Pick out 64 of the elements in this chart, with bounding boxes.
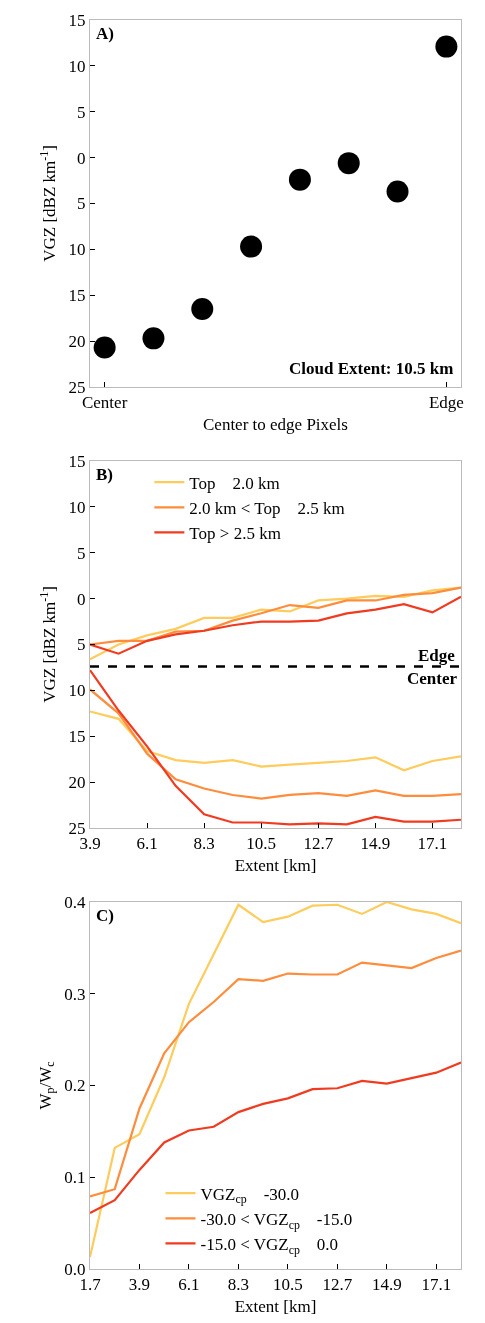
point bbox=[240, 235, 263, 258]
point bbox=[337, 152, 360, 175]
x-axis-title: Extent [km] bbox=[234, 1296, 317, 1316]
legend-label: Top 2.0 km bbox=[189, 473, 280, 493]
point bbox=[435, 35, 458, 58]
legend-label: 2.0 km < Top 2.5 km bbox=[189, 498, 345, 518]
y-tick-label: 5 bbox=[77, 543, 86, 563]
x-axis-title: Center to edge Pixels bbox=[203, 414, 348, 434]
x-tick-label: 10.5 bbox=[272, 1275, 303, 1295]
x-tick-label: 14.9 bbox=[360, 834, 391, 854]
line-series bbox=[90, 902, 461, 1259]
annotation: C) bbox=[96, 906, 114, 925]
x-tick-label: 12.7 bbox=[322, 1275, 353, 1295]
y-tick-label: 0.1 bbox=[64, 1168, 86, 1188]
y-tick-label: 5 bbox=[77, 635, 86, 655]
y-tick-label: 20 bbox=[68, 773, 86, 793]
point bbox=[93, 336, 116, 359]
x-tick-label: 6.1 bbox=[136, 834, 158, 854]
y-tick-label: 15 bbox=[68, 10, 86, 30]
text: -30.0 < VGZ$_{cp}$ -15.0 bbox=[200, 1209, 353, 1232]
y-tick-label: 15 bbox=[68, 727, 86, 747]
y-tick-label: 0.2 bbox=[64, 1076, 86, 1096]
point bbox=[191, 298, 214, 320]
y-tick-label: 10 bbox=[68, 240, 86, 260]
line-series bbox=[90, 1061, 461, 1215]
x-tick-label: 12.7 bbox=[303, 834, 334, 854]
x-tick-label: 17.1 bbox=[417, 834, 448, 854]
y-tick-label: 10 bbox=[68, 681, 86, 701]
line-series bbox=[90, 669, 461, 826]
line-series bbox=[90, 949, 461, 1198]
annotation: B) bbox=[96, 465, 113, 484]
point bbox=[386, 180, 409, 203]
y-tick-label: 0 bbox=[77, 148, 86, 168]
annotation: A) bbox=[96, 24, 114, 43]
y-tick-label: 10 bbox=[68, 56, 86, 76]
y-tick-label: 15 bbox=[68, 286, 86, 306]
line-series bbox=[90, 710, 461, 772]
x-axis-title: Extent [km] bbox=[234, 855, 317, 875]
y-tick-label: 0.3 bbox=[64, 984, 86, 1004]
y-tick-label: 5 bbox=[77, 102, 86, 122]
y-tick-label: 25 bbox=[68, 377, 86, 397]
y-tick-label: 0 bbox=[77, 589, 86, 609]
x-tick-label: 17.1 bbox=[421, 1275, 452, 1295]
x-tick-label: 8.3 bbox=[193, 834, 215, 854]
x-tick-label: 3.9 bbox=[128, 1275, 151, 1295]
legend-label: Top > 2.5 km bbox=[189, 524, 281, 544]
point bbox=[142, 327, 165, 350]
x-tick-label: 14.9 bbox=[371, 1275, 402, 1295]
y-tick-label: 15 bbox=[68, 451, 86, 471]
y-tick-label: 10 bbox=[68, 497, 86, 517]
annotation: Center bbox=[407, 669, 458, 688]
y-tick-label: 0.4 bbox=[64, 892, 87, 912]
line-series bbox=[90, 586, 461, 646]
x-tick-label: 8.3 bbox=[227, 1275, 250, 1295]
y-tick-label: 5 bbox=[77, 194, 86, 214]
line-series bbox=[90, 688, 461, 800]
text: VGZ$_{cp}$ -30.0 bbox=[200, 1184, 300, 1207]
text: -15.0 < VGZ$_{cp}$ 0.0 bbox=[200, 1235, 339, 1257]
ref-line-label: Edge bbox=[418, 646, 456, 665]
annotation: Cloud Extent: 10.5 km bbox=[289, 359, 454, 378]
x-tick-label: 10.5 bbox=[246, 834, 277, 854]
x-tick-label: 6.1 bbox=[178, 1275, 200, 1295]
point bbox=[288, 168, 311, 191]
y-tick-label: 20 bbox=[68, 332, 86, 352]
